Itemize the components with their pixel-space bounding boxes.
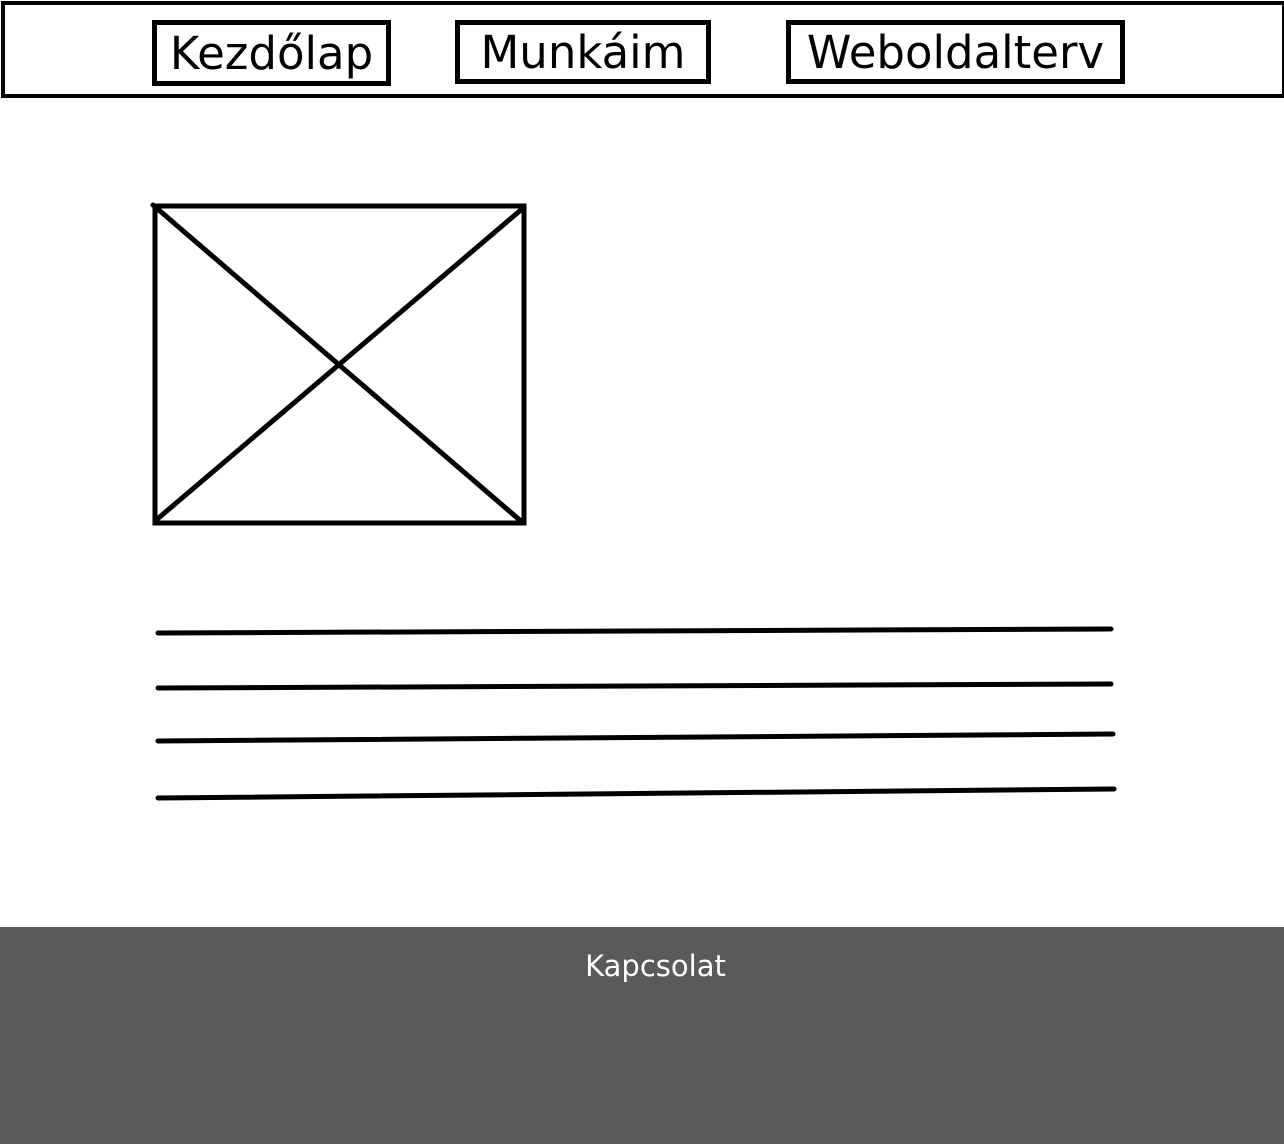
image-placeholder-icon <box>150 202 527 526</box>
footer <box>0 927 1284 1144</box>
text-placeholder-line <box>155 626 1114 636</box>
nav-design-button[interactable]: Weboldalterv <box>786 20 1125 84</box>
text-placeholder-line <box>155 681 1114 691</box>
image-placeholder-frame <box>152 203 527 526</box>
image-placeholder-diagonal <box>152 206 525 524</box>
nav-works-button[interactable]: Munkáim <box>455 20 711 84</box>
contact-link[interactable]: Kapcsolat <box>585 949 726 983</box>
nav-home-button[interactable]: Kezdőlap <box>152 20 391 86</box>
text-placeholder-line <box>155 786 1117 801</box>
text-placeholder-line <box>155 731 1116 744</box>
content-wireframe <box>150 202 1117 801</box>
text-placeholder-lines <box>155 626 1117 801</box>
